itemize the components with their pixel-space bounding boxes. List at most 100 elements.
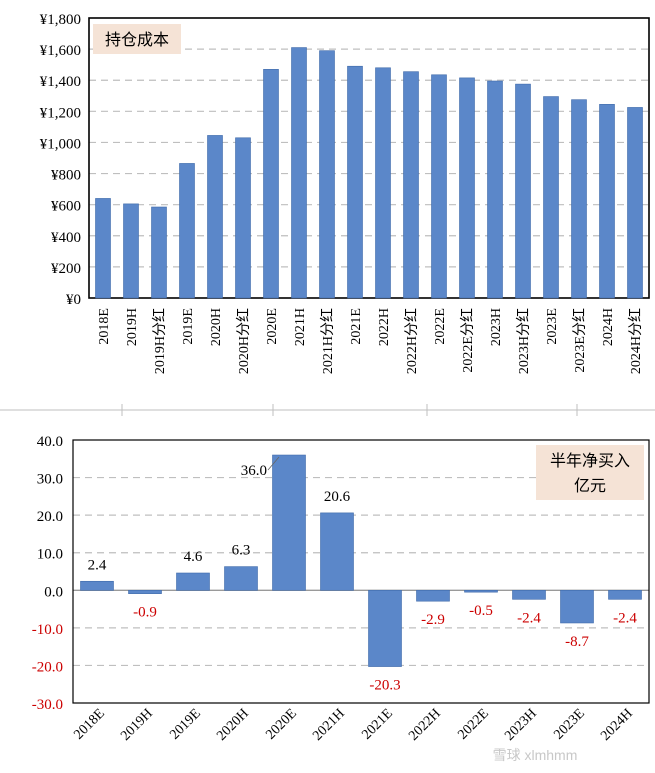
top-bar [235,137,251,299]
top-y-tick-label: ¥0 [66,292,81,308]
top-bar [375,67,391,299]
top-y-tick-label: ¥400 [51,230,81,246]
top-y-tick-label: ¥600 [51,199,81,215]
top-y-tick-label: ¥1,800 [40,12,81,28]
top-bar [263,69,279,299]
bottom-x-tick-label: 2019H [118,706,156,744]
bottom-data-label: -2.4 [613,610,637,626]
top-bar [515,83,531,299]
bottom-x-tick-label: 2019E [167,706,203,742]
bottom-data-label: 4.6 [184,549,203,565]
top-x-tick-label: 2020E [265,308,280,345]
bottom-bar [560,589,594,624]
bottom-chart: 40.0 30.0 20.0 10.0 0.0 -10.0 -20.0 -30.0 2018E… [32,434,650,744]
bottom-y-tick-label: 40.0 [37,434,63,450]
top-bar [543,96,559,299]
bottom-plot-frame [72,439,650,704]
top-bar [95,198,111,299]
bottom-bar [128,589,162,594]
top-x-tick-label: 2021H [293,308,308,346]
bottom-x-tick-label: 2023H [502,706,540,744]
bottom-data-label: -2.9 [421,612,445,628]
top-title-box [93,24,181,54]
bottom-note-unit: 亿元 [574,477,606,495]
top-x-tick-label: 2024H分红 [628,308,644,374]
top-x-tick-label: 2023E分红 [572,308,588,373]
bottom-bar [464,589,498,593]
top-bar [319,50,335,299]
bottom-x-tick-label: 2020H [214,706,252,744]
bottom-data-label: -0.5 [469,603,493,619]
bottom-data-label: -20.3 [369,678,400,694]
top-x-tick-label: 2019E [181,308,196,345]
bottom-data-label: 36.0 [241,463,267,479]
top-y-tick-label: ¥1,000 [40,136,81,152]
top-bar [123,203,139,299]
top-x-tick-label: 2020H [209,308,224,346]
bottom-bar [224,566,258,591]
bottom-bar [416,589,450,602]
top-x-tick-label: 2022E [433,308,448,345]
top-x-tick-label: 2022H [377,308,392,346]
bottom-data-label: 20.6 [324,489,351,505]
bottom-data-label: 6.3 [232,543,251,559]
top-bar [459,77,475,299]
top-bar [487,80,503,299]
top-bar [151,206,167,299]
bottom-y-tick-label: -30.0 [32,697,63,713]
top-y-tick-label: ¥200 [51,261,81,277]
top-plot-frame [88,17,650,299]
top-bar [431,74,447,299]
top-x-tick-label: 2023H [489,308,504,346]
bottom-y-tick-label: 20.0 [37,509,63,525]
top-x-tick-label: 2018E [97,308,112,345]
top-title: 持仓成本 [105,31,169,49]
bottom-data-label: 2.4 [88,557,107,573]
bottom-data-label: -0.9 [133,605,157,621]
bottom-bar [368,589,402,667]
top-bar [571,99,587,299]
top-x-tick-label: 2021H分红 [320,308,336,374]
top-y-tick-label: ¥1,600 [40,43,81,59]
bottom-x-tick-label: 2021E [359,706,395,742]
bottom-bar [176,572,210,591]
bottom-bar [512,589,546,600]
bottom-bar [272,454,306,591]
top-bar [599,104,615,299]
top-bar [179,163,195,299]
bottom-data-label: -2.4 [517,610,541,626]
bottom-x-tick-label: 2021H [310,706,348,744]
top-bar [403,71,419,299]
top-x-tick-label: 2019H [125,308,140,346]
top-bar [627,107,643,299]
bottom-bar [608,589,642,600]
bottom-y-tick-label: -10.0 [32,622,63,638]
bottom-bar [320,512,354,591]
top-bar [347,65,363,299]
bottom-x-tick-label: 2018E [71,706,107,742]
watermark: 雪球 xlmhmm [493,747,578,763]
bottom-note-box [536,445,644,500]
bottom-y-tick-label: 30.0 [37,472,63,488]
bottom-x-tick-label: 2022E [455,706,491,742]
bottom-y-tick-label: 0.0 [44,584,63,600]
bottom-x-tick-label: 2024H [598,706,636,744]
top-x-tick-label: 2019H分红 [152,308,168,374]
top-bar [207,135,223,299]
top-y-tick-label: ¥800 [51,168,81,184]
top-x-tick-label: 2021E [349,308,364,345]
top-axis-group-separators [0,404,655,416]
bottom-x-tick-label: 2022H [406,706,444,744]
top-x-tick-label: 2022H分红 [404,308,420,374]
bottom-data-label: -8.7 [565,634,589,650]
top-x-tick-label: 2022E分红 [460,308,476,373]
top-x-tick-label: 2023H分红 [516,308,532,374]
bottom-note-title: 半年净买入 [550,452,630,470]
bottom-leader-line [267,456,280,471]
bottom-x-tick-label: 2020E [263,706,299,742]
top-x-tick-label: 2023E [545,308,560,345]
bottom-x-tick-label: 2023E [551,706,587,742]
top-x-tick-label: 2024H [601,308,616,346]
bottom-y-tick-label: -20.0 [32,659,63,675]
